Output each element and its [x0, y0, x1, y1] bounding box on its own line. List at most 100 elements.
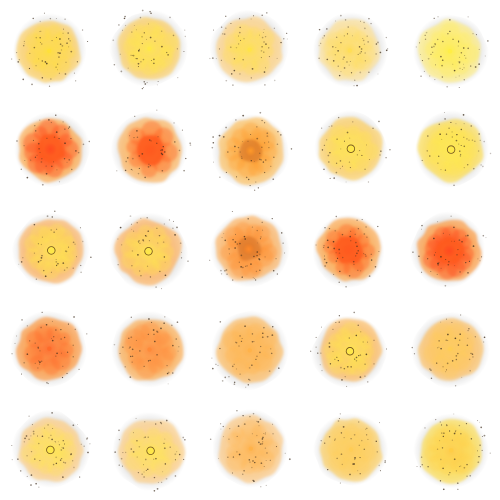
center-dot	[144, 247, 153, 256]
speckle-mark	[321, 369, 323, 372]
speckle-mark	[39, 37, 41, 39]
speckle-mark	[445, 259, 447, 261]
speckle-mark	[81, 29, 84, 31]
speckle-mark	[481, 449, 483, 451]
speckle-mark	[259, 158, 261, 161]
speckle-mark	[232, 238, 234, 241]
speckle-mark	[445, 133, 448, 135]
speckle-mark	[278, 367, 280, 369]
speckle-mark	[158, 234, 161, 237]
speckle-mark	[282, 242, 284, 245]
speckle-mark	[172, 227, 174, 229]
speckle-mark	[357, 53, 359, 55]
speckle-mark	[129, 376, 132, 378]
speckle-mark	[375, 53, 377, 55]
speckle-mark	[131, 31, 133, 33]
speckle-mark	[163, 223, 165, 225]
speckle-mark	[239, 242, 241, 245]
speckle-mark	[17, 60, 20, 63]
speckle-mark	[243, 469, 245, 472]
speckle-mark	[82, 240, 84, 243]
speckle-mark	[136, 130, 138, 132]
speckle-mark	[62, 28, 64, 30]
speckle-mark	[356, 252, 358, 255]
petal-mark	[258, 432, 274, 447]
petal-mark	[128, 428, 147, 446]
speckle-mark	[187, 260, 189, 262]
speckle-mark	[458, 56, 461, 59]
speckle-mark	[276, 273, 279, 275]
speckle-mark	[234, 145, 236, 148]
speckle-mark	[315, 244, 317, 246]
speckle-mark	[153, 489, 156, 492]
speckle-mark	[55, 456, 57, 459]
speckle-mark	[246, 265, 248, 267]
speckle-mark	[131, 355, 134, 357]
speckle-mark	[456, 482, 459, 484]
speckle-mark	[380, 150, 382, 152]
speckle-mark	[476, 420, 479, 422]
speckle-mark	[43, 269, 45, 272]
speckle-mark	[157, 80, 159, 82]
speckle-mark	[489, 452, 491, 454]
speckle-mark	[40, 243, 42, 246]
petal-mark	[146, 427, 161, 442]
speckle-mark	[256, 420, 258, 422]
speckle-mark	[16, 335, 18, 337]
speckle-mark	[41, 77, 44, 79]
speckle-mark	[480, 426, 483, 429]
speckle-mark	[86, 438, 88, 440]
speckle-mark	[288, 458, 291, 461]
speckle-mark	[272, 433, 274, 435]
speckle-mark	[58, 181, 61, 183]
speckle-mark	[324, 265, 326, 267]
speckle-mark	[323, 35, 326, 37]
speckle-mark	[445, 369, 448, 371]
speckle-mark	[248, 366, 251, 369]
speckle-mark	[30, 159, 32, 161]
speckle-mark	[250, 133, 252, 136]
petal-mark	[327, 442, 341, 457]
speckle-mark	[334, 54, 336, 56]
speckle-mark	[137, 472, 140, 474]
speckle-mark	[451, 240, 453, 242]
petal-mark	[155, 333, 174, 351]
speckle-mark	[119, 53, 121, 55]
speckle-mark	[136, 57, 138, 60]
speckle-mark	[20, 373, 23, 375]
speckle-mark	[453, 413, 455, 415]
speckle-mark	[431, 46, 433, 48]
speckle-mark	[332, 46, 334, 48]
speckle-mark	[254, 189, 256, 191]
speckle-mark	[356, 245, 358, 248]
speckle-mark	[264, 447, 267, 449]
speckle-mark	[263, 466, 265, 467]
speckle-mark	[441, 138, 443, 140]
speckle-mark	[135, 339, 137, 342]
speckle-mark	[346, 365, 349, 368]
speckle-mark	[143, 32, 145, 34]
speckle-mark	[260, 486, 262, 488]
speckle-mark	[326, 28, 328, 30]
speckle-mark	[348, 161, 351, 163]
speckle-mark	[272, 423, 274, 425]
speckle-mark	[245, 265, 247, 267]
pattern-cell	[0, 300, 100, 400]
speckle-mark	[357, 324, 359, 326]
center-dot	[247, 47, 252, 52]
speckle-mark	[327, 246, 330, 249]
speckle-mark	[354, 457, 356, 459]
speckle-mark	[385, 36, 387, 39]
speckle-mark	[176, 451, 178, 453]
speckle-mark	[419, 42, 421, 44]
speckle-mark	[56, 169, 58, 171]
speckle-mark	[357, 228, 360, 230]
speckle-mark	[249, 415, 251, 418]
speckle-mark	[20, 261, 23, 263]
speckle-mark	[263, 326, 265, 329]
speckle-mark	[355, 356, 358, 359]
speckle-mark	[340, 453, 343, 456]
speckle-mark	[57, 69, 59, 71]
speckle-mark	[254, 456, 257, 458]
speckle-mark	[441, 76, 444, 78]
